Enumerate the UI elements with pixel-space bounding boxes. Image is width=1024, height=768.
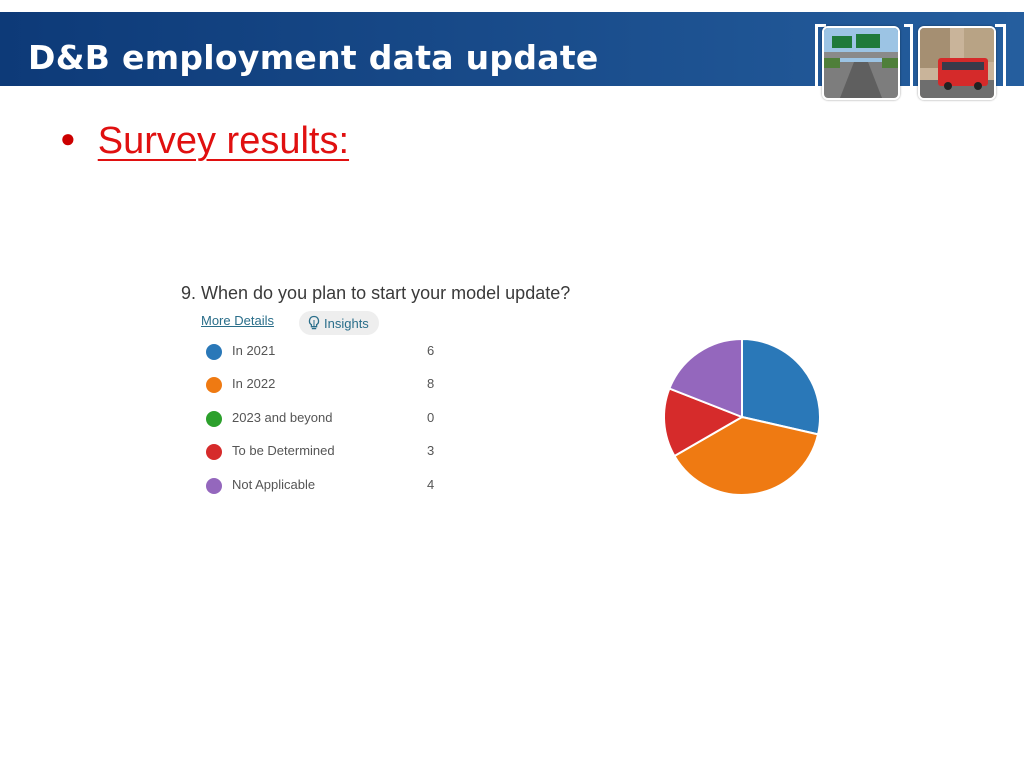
- legend-color-dot: [206, 377, 222, 394]
- photo-frame-right-bracket: [995, 24, 1006, 102]
- photo-frame-middle-bracket: [904, 24, 913, 102]
- chart-legend: In 2021 6 In 2022 8 2023 and beyond 0 To be De…: [206, 340, 466, 507]
- photo-frame-left-bracket: [815, 24, 826, 102]
- legend-color-dot: [206, 344, 222, 360]
- pie-slice[interactable]: [668, 337, 743, 419]
- legend-color-dot: [206, 410, 222, 427]
- legend-color-dot: [206, 444, 222, 461]
- pie-slice[interactable]: [741, 337, 821, 436]
- insights-button[interactable]: Insights: [299, 311, 379, 335]
- legend-label: In 2022: [232, 376, 276, 392]
- legend-color-dot: [206, 477, 222, 494]
- insights-label: Insights: [324, 315, 369, 331]
- pie-chart: [663, 337, 821, 496]
- legend-label: 2023 and beyond: [232, 409, 333, 425]
- lightbulb-icon: [308, 315, 320, 330]
- pie-slice[interactable]: [673, 415, 820, 496]
- bus-photo: [918, 26, 996, 100]
- bullet-dot-icon: ●: [60, 123, 76, 153]
- pie-slice[interactable]: [663, 387, 745, 458]
- legend-count: 0: [427, 409, 435, 425]
- legend-row: To be Determined 3: [206, 440, 466, 473]
- legend-label: To be Determined: [232, 443, 335, 459]
- highway-photo: [822, 26, 900, 100]
- legend-label: In 2021: [232, 343, 276, 358]
- legend-row: 2023 and beyond 0: [206, 407, 466, 440]
- legend-row: In 2022 8: [206, 373, 466, 406]
- legend-count: 6: [427, 343, 435, 358]
- slide-title: D&B employment data update: [28, 38, 599, 77]
- survey-results-link[interactable]: Survey results:: [97, 120, 350, 162]
- legend-label: Not Applicable: [232, 476, 316, 492]
- more-details-link[interactable]: More Details: [201, 313, 274, 328]
- header-bar: D&B employment data update: [0, 12, 1024, 102]
- survey-question: 9. When do you plan to start your model …: [181, 283, 571, 303]
- bullet-item: ● Survey results:: [60, 120, 349, 163]
- legend-count: 4: [427, 476, 435, 492]
- legend-row: In 2021 6: [206, 340, 466, 373]
- legend-count: 8: [427, 376, 435, 392]
- legend-count: 3: [427, 443, 435, 459]
- legend-row: Not Applicable 4: [206, 474, 466, 507]
